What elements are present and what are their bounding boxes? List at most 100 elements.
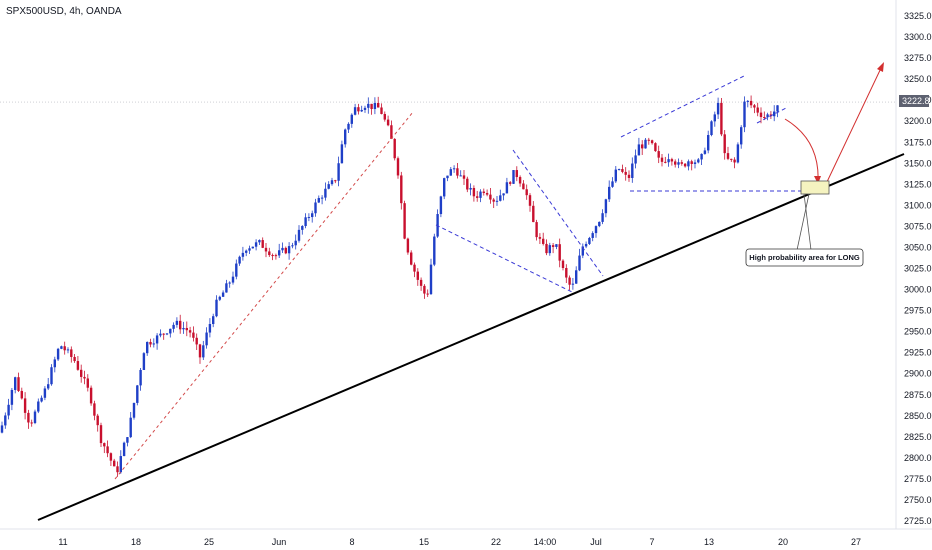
candle-body <box>89 387 93 404</box>
candle-body <box>548 245 551 254</box>
candle-body <box>749 100 753 106</box>
y-tick-label: 3100.0 <box>904 200 932 210</box>
y-tick-label: 3300.0 <box>904 32 932 42</box>
candle-body <box>736 144 740 163</box>
candle-body <box>202 345 205 358</box>
y-tick-label: 3075.0 <box>904 221 932 231</box>
candle-body <box>674 161 677 165</box>
red-dashed-trendline <box>114 111 414 480</box>
x-tick-label: 13 <box>704 537 714 547</box>
candle-body <box>449 169 452 176</box>
x-axis: 11 18 25 Jun 8 15 22 14:00 Jul 7 13 20 27 <box>58 537 861 547</box>
candle-body <box>360 109 363 112</box>
candle-body <box>136 385 139 403</box>
candle-body <box>10 389 14 405</box>
candle-body <box>248 248 251 251</box>
candle-body <box>693 162 697 164</box>
candle-body <box>228 282 231 284</box>
candle-body <box>241 252 245 257</box>
candle-body <box>353 107 357 115</box>
y-tick-label: 3275.0 <box>904 53 932 63</box>
y-tick-label: 2950.0 <box>904 327 932 337</box>
candle-body <box>17 377 20 391</box>
candle-body <box>690 161 693 164</box>
x-tick-label: 8 <box>349 537 354 547</box>
candle-body <box>657 151 660 158</box>
candle-body <box>565 267 568 278</box>
candle-body <box>4 415 7 426</box>
candle-body <box>99 425 103 444</box>
x-tick-label: 22 <box>491 537 501 547</box>
long-zone-box <box>800 180 830 195</box>
candle-body <box>182 327 185 330</box>
candle-body <box>466 178 469 190</box>
x-tick-label: 27 <box>851 537 861 547</box>
candle-body <box>63 346 66 351</box>
candle-body <box>555 244 558 247</box>
drawings-layer: High probability area for LONG <box>37 62 905 521</box>
candle-body <box>278 250 281 256</box>
y-tick-label: 2775.0 <box>904 474 932 484</box>
candle-body <box>763 117 766 119</box>
candle-body <box>291 245 294 247</box>
candle-body <box>159 333 162 336</box>
x-tick-label: 25 <box>204 537 214 547</box>
candle-body <box>571 283 575 285</box>
y-tick-label: 3050.0 <box>904 242 932 252</box>
candle-body <box>670 159 674 162</box>
candle-body <box>93 403 96 416</box>
y-tick-label: 3000.0 <box>904 285 932 295</box>
candle-body <box>400 175 403 204</box>
candle-body <box>512 170 515 184</box>
candle-body <box>162 333 165 335</box>
candle-body <box>614 169 617 182</box>
candle-body <box>208 324 212 333</box>
candle-body <box>347 123 350 130</box>
candle-body <box>179 320 182 330</box>
candle-body <box>231 276 235 283</box>
y-tick-label: 2850.0 <box>904 411 932 421</box>
candle-body <box>254 242 258 247</box>
candle-body <box>647 139 650 141</box>
candle-body <box>251 246 254 249</box>
candle-body <box>528 195 532 206</box>
candle-body <box>429 264 433 295</box>
candle-body <box>14 377 17 390</box>
candle-body <box>664 161 667 163</box>
candle-body <box>307 217 311 219</box>
candle-body <box>472 187 476 197</box>
candle-body <box>654 143 657 152</box>
callout-connector-left <box>796 193 810 251</box>
candle-body <box>363 107 367 110</box>
red-target-arrow <box>825 65 883 185</box>
current-price-value: 3222.8 <box>902 96 930 106</box>
candle-body <box>106 446 109 454</box>
candle-body <box>492 199 495 202</box>
candle-body <box>525 189 528 196</box>
candle-body <box>604 199 608 214</box>
candle-body <box>575 270 578 284</box>
candle-body <box>584 243 588 247</box>
candle-body <box>50 367 53 385</box>
blue-dashed-falling-line-lower <box>435 224 573 293</box>
candle-body <box>47 384 50 389</box>
candle-body <box>311 213 314 218</box>
candle-body <box>538 237 542 239</box>
candle-body <box>205 332 208 346</box>
candle-body <box>96 415 99 426</box>
candle-body <box>80 369 83 377</box>
candle-body <box>426 293 429 295</box>
blue-dashed-rising-line-lower <box>756 107 787 124</box>
candle-body <box>149 341 152 345</box>
candle-body <box>726 153 730 159</box>
candle-body <box>301 226 304 230</box>
y-tick-label: 2825.0 <box>904 432 932 442</box>
candle-body <box>370 103 373 110</box>
candle-body <box>142 353 146 370</box>
candle-body <box>591 233 594 238</box>
candle-body <box>126 437 129 443</box>
candle-body <box>581 246 584 256</box>
blue-dashed-falling-line-upper <box>512 149 604 277</box>
chart-title: SPX500USD, 4h, OANDA <box>6 6 122 17</box>
